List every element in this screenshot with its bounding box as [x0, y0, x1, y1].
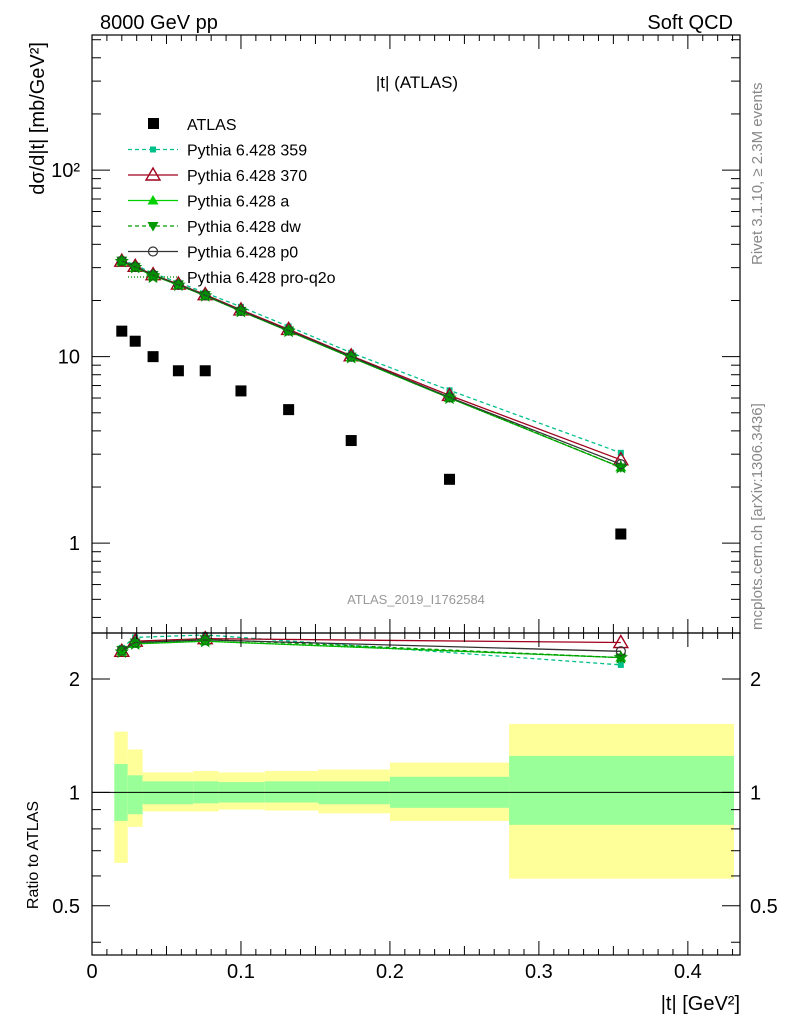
legend-label-4: Pythia 6.428 p0 — [187, 245, 298, 262]
ratio-series — [113, 630, 630, 668]
data-point — [235, 385, 247, 397]
data-point — [283, 404, 295, 416]
data-points — [116, 325, 627, 540]
y-axis-title-main-text: dσ/d|t| [mb/GeV²] — [27, 42, 49, 195]
series-point-5 — [145, 268, 161, 282]
legend-label-5: Pythia 6.428 pro-q2o — [187, 270, 336, 287]
plot-title: |t| (ATLAS) — [376, 73, 458, 92]
series-point-0 — [446, 387, 453, 394]
series-point-5 — [233, 303, 249, 318]
x-tick-label: 0.4 — [674, 961, 702, 983]
ratio-line-4 — [121, 639, 621, 652]
y-tick-label-main: 1 — [69, 533, 80, 555]
data-point — [172, 365, 184, 377]
ratio-line-2 — [121, 640, 621, 659]
ratio-point-5 — [613, 650, 628, 664]
ratio-point-5 — [198, 633, 213, 648]
series-point-5 — [171, 277, 186, 292]
x-tick-label: 0.1 — [227, 961, 255, 983]
side-label-rivet: Rivet 3.1.10, ≥ 2.3M events — [749, 83, 766, 266]
y-tick-label-main: 10 — [58, 347, 80, 369]
legend-marker-0 — [150, 146, 156, 153]
series-point-5 — [198, 288, 213, 302]
series-point-5 — [344, 349, 359, 364]
y-tick-label-ratio-right: 1 — [750, 782, 761, 804]
legend-marker-2 — [147, 195, 159, 205]
data-point — [444, 473, 456, 485]
axes-ticks: 0 0.1 0.2 0.3 0.4 1 10 10² 0.5 0.5 1 1 2 2 — [51, 35, 778, 983]
ratio-point-1 — [612, 634, 630, 649]
header-left: 8000 GeV pp — [100, 12, 218, 34]
y-tick-label-ratio-left: 2 — [69, 669, 80, 691]
legend-label-1: Pythia 6.428 370 — [187, 168, 307, 185]
data-point — [199, 365, 211, 377]
y-tick-label-main: 10² — [51, 160, 80, 182]
y-axis-title-ratio: Ratio to ATLAS — [25, 801, 42, 909]
y-tick-label-ratio-left: 1 — [69, 782, 80, 804]
legend-marker-data — [148, 118, 159, 129]
data-point — [147, 351, 159, 363]
x-axis-title: |t| [GeV²] — [661, 993, 740, 1015]
ratio-band-inner — [509, 755, 735, 825]
data-point — [116, 325, 128, 337]
legend-marker-4 — [147, 246, 159, 257]
data-point — [345, 435, 357, 447]
legend-marker-1 — [144, 166, 162, 181]
data-point — [615, 528, 627, 540]
legend-marker-3 — [147, 222, 159, 232]
legend-label-2: Pythia 6.428 a — [187, 194, 289, 211]
x-tick-label: 0.2 — [376, 961, 404, 983]
legend-label-data: ATLAS — [187, 117, 237, 134]
series-line-0 — [121, 259, 622, 454]
y-tick-label-ratio-left: 0.5 — [52, 896, 80, 918]
legend-marker-5 — [145, 269, 161, 284]
ratio-panel-frame — [91, 632, 741, 956]
legend-label-3: Pythia 6.428 dw — [187, 219, 301, 236]
header-right: Soft QCD — [647, 12, 733, 34]
ratio-point-4 — [615, 646, 626, 657]
y-tick-label-ratio-right: 0.5 — [750, 896, 778, 918]
ratio-bands — [114, 723, 735, 879]
series-point-5 — [613, 459, 628, 474]
y-axis-title-main: dσ/d|t| [mb/GeV²] — [27, 42, 49, 195]
y-tick-label-ratio-right: 2 — [750, 669, 761, 691]
series-line-5 — [121, 260, 622, 468]
analysis-tag: ATLAS_2019_I1762584 — [347, 592, 485, 607]
ratio-band-inner — [127, 775, 143, 815]
x-tick-label: 0.3 — [525, 961, 553, 983]
legend: ATLAS Pythia 6.428 359 Pythia 6.428 370 Pyt… — [128, 117, 336, 287]
ratio-point-5 — [128, 636, 143, 650]
series-point-5 — [281, 323, 296, 338]
series-point-4 — [615, 459, 626, 470]
series-point-5 — [442, 390, 457, 405]
legend-label-0: Pythia 6.428 359 — [187, 143, 307, 160]
series-point-5 — [114, 253, 129, 268]
ratio-point-0 — [617, 661, 624, 668]
ratio-point-5 — [114, 644, 129, 658]
x-tick-label: 0 — [86, 961, 97, 983]
series-line-4 — [121, 260, 622, 465]
side-label-mcplots: mcplots.cern.ch [arXiv:1306.3436] — [749, 403, 766, 630]
series-point-5 — [128, 259, 143, 274]
data-point — [129, 335, 141, 347]
